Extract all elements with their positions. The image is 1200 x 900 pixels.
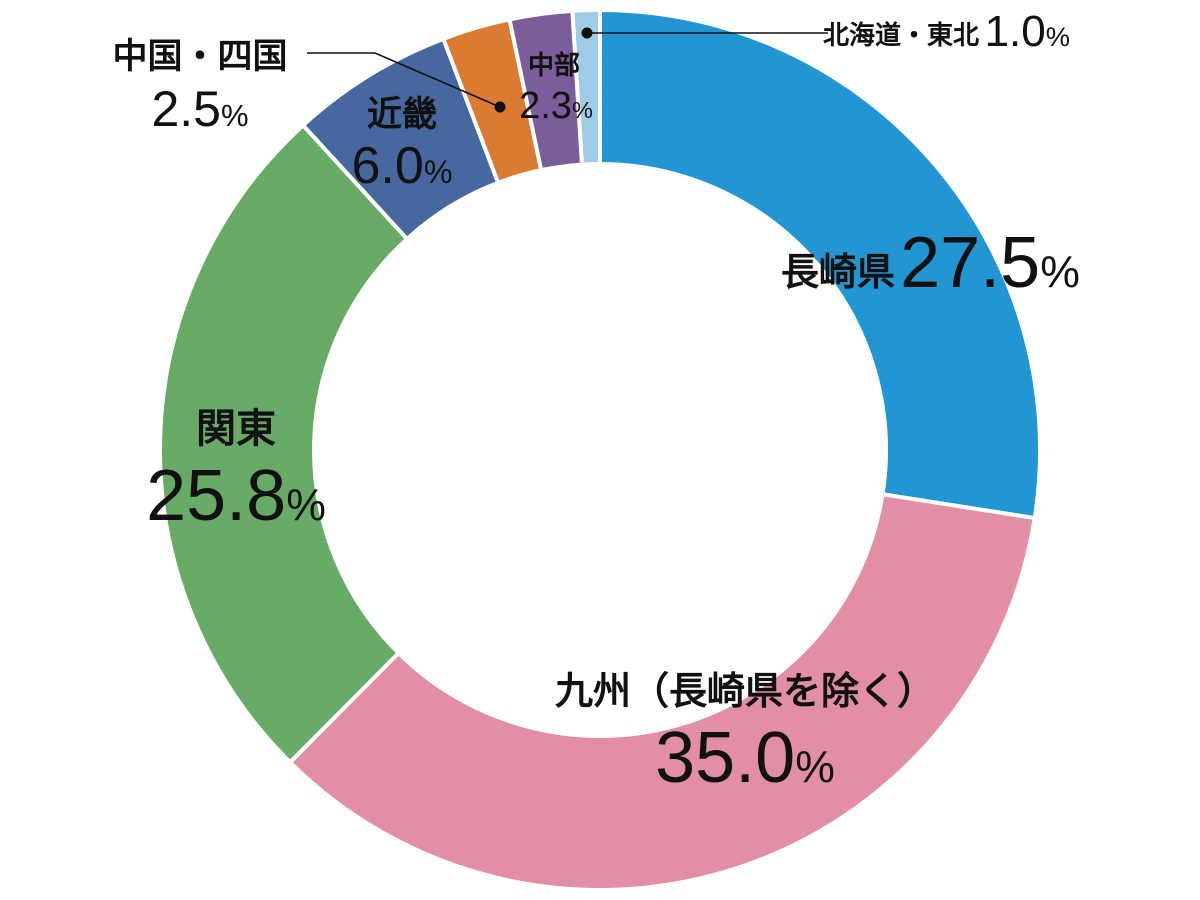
labels-group: 長崎県 27.5% 九州（長崎県を除く） 35.0% 関東 25.8% 近畿6.0% 中国・四… (112, 7, 1079, 798)
slice-name-label: 北海道・東北 (823, 20, 979, 50)
pie-slice (158, 123, 410, 765)
pie-slice (598, 8, 1042, 521)
slice-name-label: 中部 (528, 50, 580, 80)
leader-lines-group (307, 27, 828, 113)
slice-name-label: 近畿 (367, 95, 437, 134)
slice-value-label: 6.0% (352, 137, 453, 195)
pie-slice (570, 8, 602, 167)
slice-value-label: 2.3% (519, 85, 593, 127)
pie-slice (288, 492, 1037, 892)
slice-value-label: 27.5% (900, 223, 1080, 303)
slices-group (158, 8, 1042, 892)
slice-name-label: 長崎県 (781, 252, 895, 294)
slice-value-label: 25.8% (146, 456, 326, 536)
slice-name-label: 関東 (196, 407, 276, 451)
leader-dot (581, 27, 593, 39)
slice-value-label: 35.0% (655, 718, 835, 798)
slice-value-label: 2.5% (151, 81, 248, 137)
leader-line (307, 52, 501, 108)
slice-value-label: 1.0% (985, 7, 1070, 56)
slice-name-label: 九州（長崎県を除く） (555, 670, 935, 713)
slice-name-label: 中国・四国 (112, 37, 287, 76)
leader-dot (494, 101, 506, 113)
